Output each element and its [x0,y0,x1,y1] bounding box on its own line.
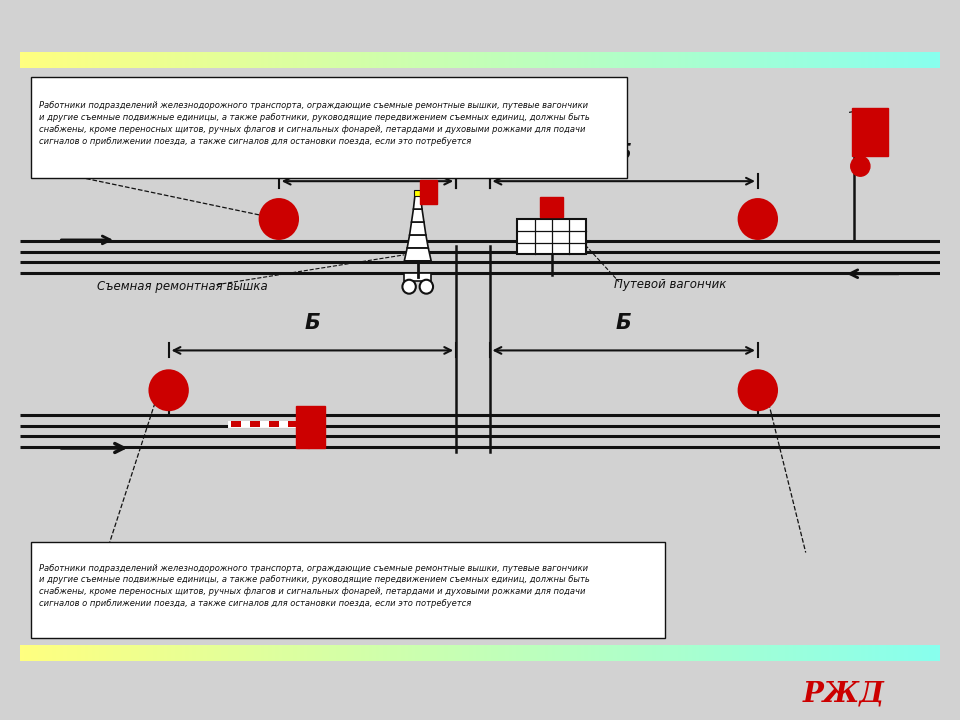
Polygon shape [407,235,428,248]
Polygon shape [412,209,424,222]
Polygon shape [404,248,431,261]
Text: Работники подразделений железнодорожного транспорта, ограждающие съемные ремонтн: Работники подразделений железнодорожного… [39,102,590,145]
Text: Б: Б [615,143,632,163]
Text: Б: Б [615,312,632,333]
Polygon shape [410,222,426,235]
Bar [259,421,269,427]
FancyBboxPatch shape [31,76,627,178]
Text: Б: Б [359,143,375,163]
Bar [420,180,437,204]
Polygon shape [414,196,422,209]
Bar [404,273,431,281]
Bar [540,197,564,217]
Bar [231,421,241,427]
Circle shape [402,280,416,294]
Circle shape [420,280,433,294]
Bar [296,406,324,448]
Circle shape [150,370,188,410]
Bar [852,109,888,156]
Bar [278,421,288,427]
Circle shape [738,199,777,239]
Bar [414,190,421,196]
Text: Работники подразделений железнодорожного транспорта, ограждающие съемные ремонтн: Работники подразделений железнодорожного… [39,564,590,608]
Circle shape [738,370,777,410]
Text: Б: Б [304,312,321,333]
Text: Съемная ремонтная вышка: Съемная ремонтная вышка [97,280,268,293]
Bar [250,421,259,427]
Circle shape [851,156,870,176]
Circle shape [259,199,298,239]
Bar [241,421,250,427]
Bar [288,421,298,427]
FancyBboxPatch shape [31,541,665,638]
Bar [517,219,587,254]
Text: Путевой вагончик: Путевой вагончик [614,278,727,291]
Text: РЖД: РЖД [803,680,884,708]
Bar [269,421,278,427]
